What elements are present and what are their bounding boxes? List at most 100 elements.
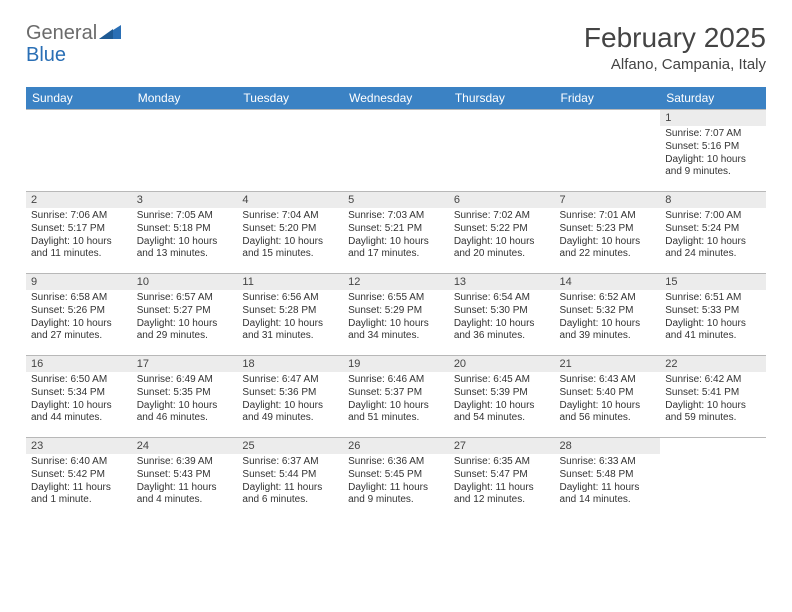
- logo-text-blue: Blue: [26, 44, 66, 66]
- calendar-cell: 3Sunrise: 7:05 AMSunset: 5:18 PMDaylight…: [132, 192, 238, 274]
- calendar-cell: 13Sunrise: 6:54 AMSunset: 5:30 PMDayligh…: [449, 274, 555, 356]
- sunset-text: Sunset: 5:36 PM: [242, 387, 338, 400]
- day-content: Sunrise: 6:55 AMSunset: 5:29 PMDaylight:…: [343, 290, 449, 346]
- sunset-text: Sunset: 5:21 PM: [348, 223, 444, 236]
- sunrise-text: Sunrise: 6:51 AM: [665, 292, 761, 305]
- calendar-cell: 19Sunrise: 6:46 AMSunset: 5:37 PMDayligh…: [343, 356, 449, 438]
- month-title: February 2025: [584, 22, 766, 54]
- calendar-cell: 22Sunrise: 6:42 AMSunset: 5:41 PMDayligh…: [660, 356, 766, 438]
- day-number: 27: [449, 438, 555, 454]
- day-content: Sunrise: 7:06 AMSunset: 5:17 PMDaylight:…: [26, 208, 132, 264]
- calendar-cell: 1Sunrise: 7:07 AMSunset: 5:16 PMDaylight…: [660, 110, 766, 192]
- daylight-text: Daylight: 11 hours and 4 minutes.: [137, 482, 233, 508]
- day-content: Sunrise: 6:43 AMSunset: 5:40 PMDaylight:…: [555, 372, 661, 428]
- sunrise-text: Sunrise: 7:02 AM: [454, 210, 550, 223]
- calendar-row: 23Sunrise: 6:40 AMSunset: 5:42 PMDayligh…: [26, 438, 766, 520]
- day-number: 12: [343, 274, 449, 290]
- daylight-text: Daylight: 10 hours and 34 minutes.: [348, 318, 444, 344]
- daylight-text: Daylight: 10 hours and 54 minutes.: [454, 400, 550, 426]
- daylight-text: Daylight: 10 hours and 39 minutes.: [560, 318, 656, 344]
- calendar-cell: 26Sunrise: 6:36 AMSunset: 5:45 PMDayligh…: [343, 438, 449, 520]
- calendar-cell: 18Sunrise: 6:47 AMSunset: 5:36 PMDayligh…: [237, 356, 343, 438]
- day-content: Sunrise: 7:04 AMSunset: 5:20 PMDaylight:…: [237, 208, 343, 264]
- calendar-cell: [132, 110, 238, 192]
- sunrise-text: Sunrise: 6:52 AM: [560, 292, 656, 305]
- sunset-text: Sunset: 5:26 PM: [31, 305, 127, 318]
- calendar-row: 2Sunrise: 7:06 AMSunset: 5:17 PMDaylight…: [26, 192, 766, 274]
- day-content: Sunrise: 6:54 AMSunset: 5:30 PMDaylight:…: [449, 290, 555, 346]
- daylight-text: Daylight: 10 hours and 27 minutes.: [31, 318, 127, 344]
- day-number: 8: [660, 192, 766, 208]
- sunset-text: Sunset: 5:29 PM: [348, 305, 444, 318]
- sunrise-text: Sunrise: 6:42 AM: [665, 374, 761, 387]
- day-number: 5: [343, 192, 449, 208]
- sunset-text: Sunset: 5:42 PM: [31, 469, 127, 482]
- daylight-text: Daylight: 10 hours and 24 minutes.: [665, 236, 761, 262]
- day-content: Sunrise: 6:45 AMSunset: 5:39 PMDaylight:…: [449, 372, 555, 428]
- daylight-text: Daylight: 10 hours and 46 minutes.: [137, 400, 233, 426]
- day-number: 26: [343, 438, 449, 454]
- sunset-text: Sunset: 5:37 PM: [348, 387, 444, 400]
- day-content: Sunrise: 6:56 AMSunset: 5:28 PMDaylight:…: [237, 290, 343, 346]
- calendar-cell: 20Sunrise: 6:45 AMSunset: 5:39 PMDayligh…: [449, 356, 555, 438]
- sunset-text: Sunset: 5:18 PM: [137, 223, 233, 236]
- daylight-text: Daylight: 10 hours and 56 minutes.: [560, 400, 656, 426]
- sunrise-text: Sunrise: 7:05 AM: [137, 210, 233, 223]
- calendar-cell: 21Sunrise: 6:43 AMSunset: 5:40 PMDayligh…: [555, 356, 661, 438]
- sunset-text: Sunset: 5:33 PM: [665, 305, 761, 318]
- sunrise-text: Sunrise: 6:46 AM: [348, 374, 444, 387]
- sunset-text: Sunset: 5:45 PM: [348, 469, 444, 482]
- logo-triangle-icon: [99, 22, 121, 45]
- day-number: 28: [555, 438, 661, 454]
- calendar-cell: 7Sunrise: 7:01 AMSunset: 5:23 PMDaylight…: [555, 192, 661, 274]
- sunrise-text: Sunrise: 7:04 AM: [242, 210, 338, 223]
- day-content: Sunrise: 6:37 AMSunset: 5:44 PMDaylight:…: [237, 454, 343, 510]
- sunset-text: Sunset: 5:28 PM: [242, 305, 338, 318]
- sunrise-text: Sunrise: 7:07 AM: [665, 128, 761, 141]
- sunrise-text: Sunrise: 6:39 AM: [137, 456, 233, 469]
- day-number: 9: [26, 274, 132, 290]
- sunrise-text: Sunrise: 6:47 AM: [242, 374, 338, 387]
- day-content: Sunrise: 7:07 AMSunset: 5:16 PMDaylight:…: [660, 126, 766, 182]
- daylight-text: Daylight: 10 hours and 51 minutes.: [348, 400, 444, 426]
- weekday-sunday: Sunday: [26, 87, 132, 110]
- day-number: 13: [449, 274, 555, 290]
- day-content: Sunrise: 7:02 AMSunset: 5:22 PMDaylight:…: [449, 208, 555, 264]
- day-number: 16: [26, 356, 132, 372]
- calendar-cell: 10Sunrise: 6:57 AMSunset: 5:27 PMDayligh…: [132, 274, 238, 356]
- day-number: 15: [660, 274, 766, 290]
- daylight-text: Daylight: 10 hours and 41 minutes.: [665, 318, 761, 344]
- sunrise-text: Sunrise: 6:43 AM: [560, 374, 656, 387]
- sunset-text: Sunset: 5:22 PM: [454, 223, 550, 236]
- calendar-cell: 12Sunrise: 6:55 AMSunset: 5:29 PMDayligh…: [343, 274, 449, 356]
- daylight-text: Daylight: 10 hours and 22 minutes.: [560, 236, 656, 262]
- calendar-cell: 25Sunrise: 6:37 AMSunset: 5:44 PMDayligh…: [237, 438, 343, 520]
- day-content: Sunrise: 6:50 AMSunset: 5:34 PMDaylight:…: [26, 372, 132, 428]
- logo-line2: Blue: [26, 44, 66, 67]
- sunrise-text: Sunrise: 6:36 AM: [348, 456, 444, 469]
- calendar-cell: 5Sunrise: 7:03 AMSunset: 5:21 PMDaylight…: [343, 192, 449, 274]
- calendar-header-row: Sunday Monday Tuesday Wednesday Thursday…: [26, 87, 766, 110]
- sunrise-text: Sunrise: 6:33 AM: [560, 456, 656, 469]
- day-content: Sunrise: 7:00 AMSunset: 5:24 PMDaylight:…: [660, 208, 766, 264]
- weekday-wednesday: Wednesday: [343, 87, 449, 110]
- day-number: 2: [26, 192, 132, 208]
- day-number: 1: [660, 110, 766, 126]
- day-content: Sunrise: 6:57 AMSunset: 5:27 PMDaylight:…: [132, 290, 238, 346]
- day-number: 3: [132, 192, 238, 208]
- calendar-cell: 11Sunrise: 6:56 AMSunset: 5:28 PMDayligh…: [237, 274, 343, 356]
- calendar-cell: 23Sunrise: 6:40 AMSunset: 5:42 PMDayligh…: [26, 438, 132, 520]
- calendar-body: 1Sunrise: 7:07 AMSunset: 5:16 PMDaylight…: [26, 110, 766, 520]
- sunrise-text: Sunrise: 6:35 AM: [454, 456, 550, 469]
- sunrise-text: Sunrise: 6:55 AM: [348, 292, 444, 305]
- calendar-row: 16Sunrise: 6:50 AMSunset: 5:34 PMDayligh…: [26, 356, 766, 438]
- daylight-text: Daylight: 10 hours and 15 minutes.: [242, 236, 338, 262]
- calendar-cell: [449, 110, 555, 192]
- sunrise-text: Sunrise: 7:03 AM: [348, 210, 444, 223]
- daylight-text: Daylight: 10 hours and 49 minutes.: [242, 400, 338, 426]
- logo: General: [26, 22, 121, 45]
- calendar-cell: [26, 110, 132, 192]
- sunset-text: Sunset: 5:34 PM: [31, 387, 127, 400]
- sunset-text: Sunset: 5:39 PM: [454, 387, 550, 400]
- day-content: Sunrise: 7:05 AMSunset: 5:18 PMDaylight:…: [132, 208, 238, 264]
